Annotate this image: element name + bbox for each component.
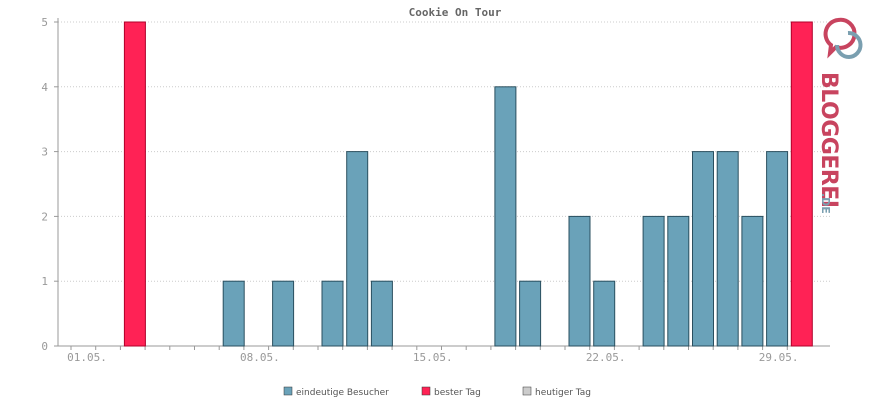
speech-bubbles-icon: [823, 17, 863, 60]
x-tick-label: 22.05.: [586, 351, 626, 364]
legend-swatch-visitors: [283, 386, 293, 396]
logo-text: BLOGGEREI: [816, 72, 841, 208]
bar: [716, 151, 739, 347]
bar: [272, 280, 295, 347]
legend-swatch-today: [522, 386, 532, 396]
y-tick-label: 5: [41, 16, 48, 29]
bars: [123, 21, 813, 347]
legend-label-today: heutiger Tag: [535, 388, 591, 398]
y-tick-label: 2: [41, 210, 48, 223]
y-tick-label: 1: [41, 275, 48, 288]
bar: [370, 280, 393, 347]
y-tick-label: 4: [41, 81, 48, 94]
y-tick-label: 0: [41, 340, 48, 353]
x-tick-label: 01.05.: [67, 351, 107, 364]
bar: [222, 280, 245, 347]
x-tick-label: 08.05.: [240, 351, 280, 364]
x-tick-labels: 01.05. 08.05. 15.05. 22.05. 29.05.: [67, 351, 798, 364]
y-tick-label: 3: [41, 146, 48, 159]
chart-title: Cookie On Tour: [409, 6, 502, 19]
bar: [642, 215, 665, 347]
bar: [321, 280, 344, 347]
legend-label-best-day: bester Tag: [434, 388, 481, 398]
bar: [692, 151, 714, 347]
bar: [741, 215, 764, 347]
bar: [494, 86, 517, 347]
legend-swatch-best-day: [421, 386, 431, 396]
legend: eindeutige Besucher bester Tag heutiger …: [283, 386, 591, 398]
bar: [593, 280, 616, 347]
bar: [568, 215, 591, 347]
bar: [346, 151, 369, 347]
y-tick-labels: 0 1 2 3 4 5: [41, 16, 48, 353]
x-tick-label: 29.05.: [759, 351, 799, 364]
grid-lines: [58, 21, 830, 282]
bar-best-day: [790, 21, 813, 347]
bar: [766, 151, 789, 347]
bar: [667, 215, 690, 347]
bar: [519, 280, 542, 347]
logo-suffix: .DE: [819, 193, 832, 214]
bloggerei-logo: BLOGGEREI .DE: [816, 17, 863, 214]
bar-best-day: [123, 21, 146, 347]
legend-label-visitors: eindeutige Besucher: [296, 388, 389, 398]
x-tick-label: 15.05.: [413, 351, 453, 364]
